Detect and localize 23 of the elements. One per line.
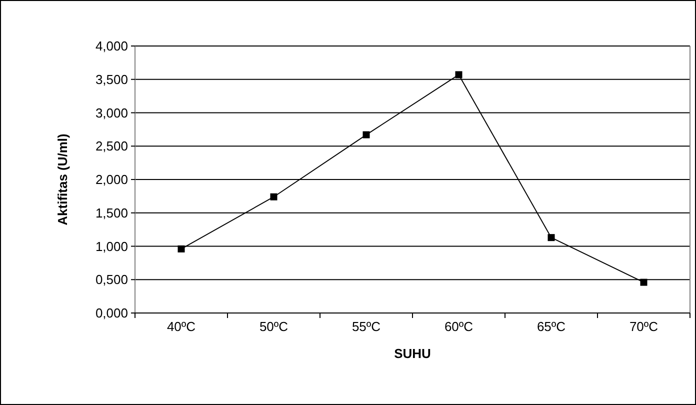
point [270, 193, 278, 200]
x-tick-label: 65ºC [536, 319, 566, 334]
y-tick-label: 2,000 [95, 172, 128, 188]
x-tick-label: 55ºC [352, 319, 381, 334]
x-tick-label: 60ºC [444, 319, 474, 334]
y-tick-label: 1,500 [95, 205, 128, 220]
y-tick-label: 4,000 [95, 38, 128, 54]
x-axis-title: SUHU [394, 346, 431, 361]
point [640, 278, 648, 286]
point [362, 131, 370, 138]
x-tick-label: 50ºC [259, 319, 288, 334]
x-tick-label: 70ºC [629, 319, 658, 334]
x-tick-label: 40ºC [166, 319, 196, 334]
y-tick-label: 0,500 [95, 272, 128, 288]
point [455, 71, 462, 78]
y-tick-label: 1,000 [95, 238, 128, 254]
y-tick-label: 3,500 [95, 72, 128, 87]
point [178, 245, 185, 252]
y-tick-label: 2,500 [95, 138, 128, 154]
y-tick-label: 3,000 [95, 105, 128, 120]
point [548, 234, 555, 242]
y-tick-label: 0,000 [95, 306, 128, 321]
y-axis-title: Aktifitas (U/ml) [55, 134, 70, 226]
